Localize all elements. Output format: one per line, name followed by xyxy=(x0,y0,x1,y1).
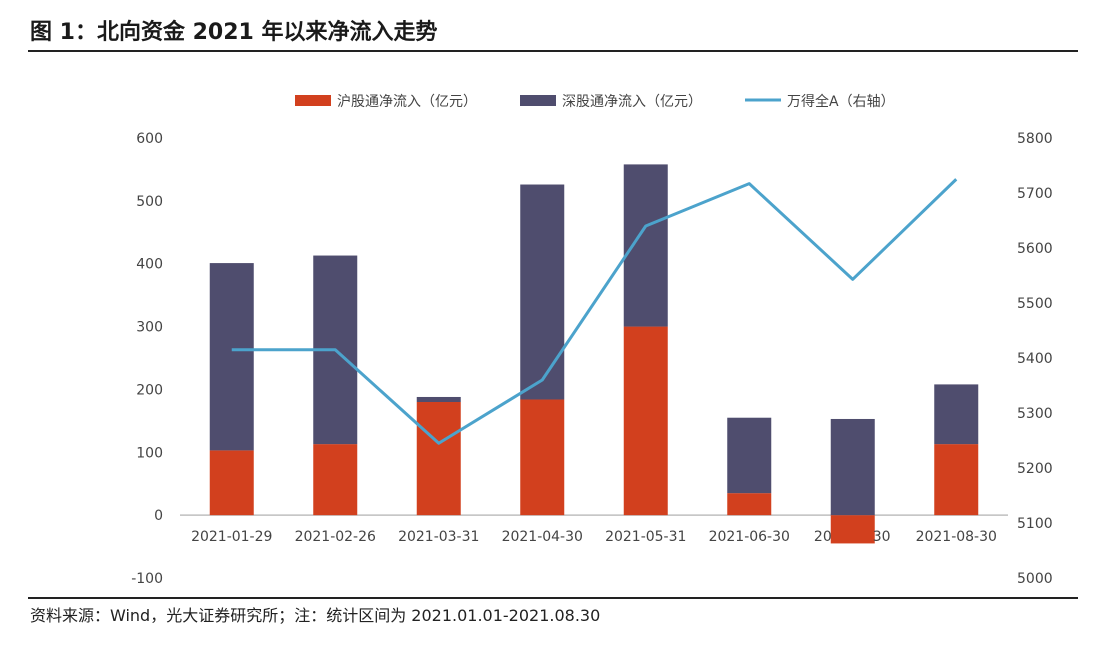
legend-swatch-2 xyxy=(520,95,556,106)
x-axis-tick-labels: 2021-01-29 2021-02-26 2021-03-31 2021-04-30… xyxy=(191,529,997,545)
x-tick-label: 20 xyxy=(814,529,832,545)
legend-label-1: 沪股通净流入（亿元） xyxy=(337,94,477,110)
bar-sz xyxy=(416,396,461,402)
right-tick-label: 5300 xyxy=(1017,406,1053,422)
left-tick-label: 400 xyxy=(136,257,163,273)
left-tick-label: 100 xyxy=(136,445,163,461)
bar-sh xyxy=(520,399,565,516)
bar-sh xyxy=(727,493,772,516)
left-tick-label: -100 xyxy=(131,571,163,587)
chart: 沪股通净流入（亿元） 深股通净流入（亿元） 万得全A（右轴） 600 500 400 30… xyxy=(131,93,1053,587)
x-tick-label: 2021-01-29 xyxy=(191,529,272,545)
bottom-rule xyxy=(28,597,1078,599)
x-tick-label: 2021-08-30 xyxy=(916,529,997,545)
top-rule xyxy=(28,50,1078,52)
x-tick-label: 2021-05-31 xyxy=(605,529,686,545)
bar-sz xyxy=(830,418,875,516)
bar-sz xyxy=(727,417,772,494)
figure-title: 图 1：北向资金 2021 年以来净流入走势 xyxy=(30,20,438,45)
bar-sh xyxy=(623,326,668,516)
right-tick-label: 5600 xyxy=(1017,241,1053,257)
right-tick-label: 5700 xyxy=(1017,186,1053,202)
x-tick-label: 2021-03-31 xyxy=(398,529,479,545)
right-tick-label: 5500 xyxy=(1017,296,1053,312)
x-tick-label: 2021-04-30 xyxy=(502,529,583,545)
left-axis-ticks: 600 500 400 300 200 100 0 -100 xyxy=(131,131,163,587)
bar-sh xyxy=(830,515,875,544)
x-tick-label: 30 xyxy=(873,529,891,545)
left-tick-label: 500 xyxy=(136,194,163,210)
left-tick-label: 200 xyxy=(136,382,163,398)
left-tick-label: 600 xyxy=(136,131,163,147)
source-note: 资料来源：Wind，光大证券研究所；注：统计区间为 2021.01.01-202… xyxy=(30,606,601,625)
x-tick-label: 2021-06-30 xyxy=(709,529,790,545)
legend-label-3: 万得全A（右轴） xyxy=(787,93,895,110)
legend: 沪股通净流入（亿元） 深股通净流入（亿元） 万得全A（右轴） xyxy=(295,93,895,110)
left-tick-label: 0 xyxy=(154,508,163,524)
bar-sh xyxy=(313,444,358,516)
x-tick-label: 2021-02-26 xyxy=(295,529,376,545)
right-tick-label: 5000 xyxy=(1017,571,1053,587)
bar-sz xyxy=(520,184,565,400)
bar-sh xyxy=(934,444,979,516)
left-tick-label: 300 xyxy=(136,320,163,336)
legend-swatch-1 xyxy=(295,95,331,106)
bars xyxy=(209,164,979,544)
line-wind-a xyxy=(231,178,958,445)
right-tick-label: 5200 xyxy=(1017,461,1053,477)
line-series xyxy=(231,178,958,445)
bar-sz xyxy=(209,263,254,451)
bar-sh xyxy=(416,402,461,516)
bar-sz xyxy=(934,384,979,445)
right-axis-ticks: 5800 5700 5600 5500 5400 5300 5200 5100 5000 xyxy=(1017,131,1053,587)
legend-label-2: 深股通净流入（亿元） xyxy=(562,94,702,110)
right-tick-label: 5100 xyxy=(1017,516,1053,532)
bar-sz xyxy=(623,164,668,327)
right-tick-label: 5400 xyxy=(1017,351,1053,367)
bar-sh xyxy=(209,450,254,516)
right-tick-label: 5800 xyxy=(1017,131,1053,147)
